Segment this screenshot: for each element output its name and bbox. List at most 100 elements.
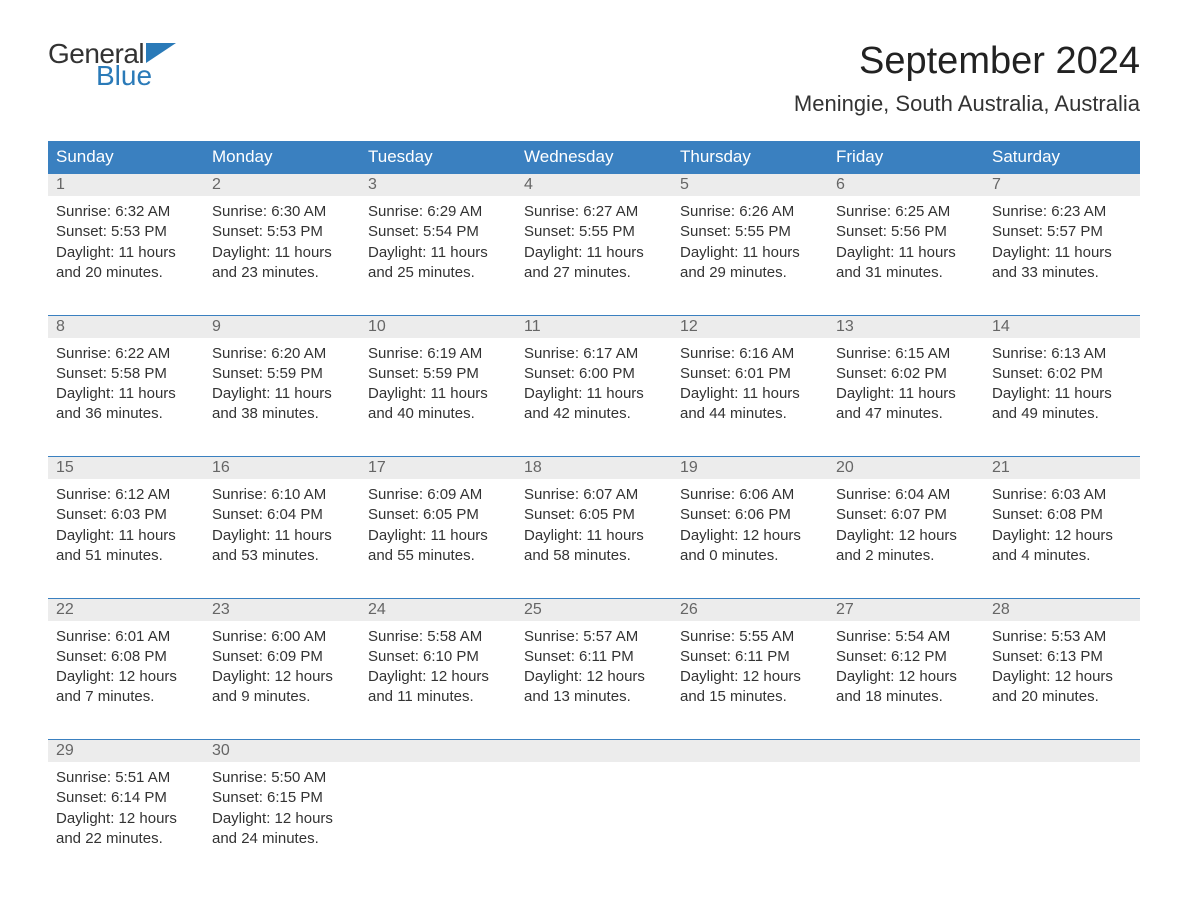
sunrise-text: Sunrise: 6:03 AM xyxy=(992,485,1132,505)
sunrise-text: Sunrise: 6:06 AM xyxy=(680,485,820,505)
sunset-text: Sunset: 6:14 PM xyxy=(56,788,196,808)
day-info: Sunrise: 6:27 AMSunset: 5:55 PMDaylight:… xyxy=(516,196,672,287)
day2-text: and 22 minutes. xyxy=(56,829,196,849)
day-number xyxy=(984,740,1140,763)
day-info: Sunrise: 6:32 AMSunset: 5:53 PMDaylight:… xyxy=(48,196,204,287)
sunset-text: Sunset: 5:55 PM xyxy=(680,222,820,242)
day1-text: Daylight: 11 hours xyxy=(680,384,820,404)
day2-text: and 47 minutes. xyxy=(836,404,976,424)
sunrise-text: Sunrise: 6:15 AM xyxy=(836,344,976,364)
day-info: Sunrise: 6:25 AMSunset: 5:56 PMDaylight:… xyxy=(828,196,984,287)
day2-text: and 58 minutes. xyxy=(524,546,664,566)
day2-text: and 7 minutes. xyxy=(56,687,196,707)
day-number: 12 xyxy=(672,315,828,338)
sunset-text: Sunset: 6:05 PM xyxy=(524,505,664,525)
day1-text: Daylight: 11 hours xyxy=(992,384,1132,404)
day-info: Sunrise: 6:13 AMSunset: 6:02 PMDaylight:… xyxy=(984,338,1140,429)
day-number: 20 xyxy=(828,457,984,480)
day2-text: and 31 minutes. xyxy=(836,263,976,283)
day2-text: and 18 minutes. xyxy=(836,687,976,707)
day-info: Sunrise: 6:17 AMSunset: 6:00 PMDaylight:… xyxy=(516,338,672,429)
day-number: 6 xyxy=(828,174,984,197)
day2-text: and 53 minutes. xyxy=(212,546,352,566)
day2-text: and 20 minutes. xyxy=(56,263,196,283)
day-number: 21 xyxy=(984,457,1140,480)
day1-text: Daylight: 11 hours xyxy=(524,243,664,263)
day-number: 26 xyxy=(672,598,828,621)
sunrise-text: Sunrise: 5:53 AM xyxy=(992,627,1132,647)
day-number: 8 xyxy=(48,315,204,338)
location: Meningie, South Australia, Australia xyxy=(794,91,1140,117)
day2-text: and 13 minutes. xyxy=(524,687,664,707)
sunset-text: Sunset: 6:15 PM xyxy=(212,788,352,808)
day-number: 5 xyxy=(672,174,828,197)
sunrise-text: Sunrise: 6:12 AM xyxy=(56,485,196,505)
day2-text: and 9 minutes. xyxy=(212,687,352,707)
sunrise-text: Sunrise: 6:26 AM xyxy=(680,202,820,222)
day-number xyxy=(516,740,672,763)
day-info xyxy=(360,762,516,853)
day-number-row: 2930 xyxy=(48,740,1140,763)
day1-text: Daylight: 11 hours xyxy=(836,384,976,404)
day2-text: and 55 minutes. xyxy=(368,546,508,566)
day-number: 29 xyxy=(48,740,204,763)
sunset-text: Sunset: 5:59 PM xyxy=(368,364,508,384)
day-info-row: Sunrise: 6:32 AM Sunset: 5:53 PM Daylight:… xyxy=(48,196,1140,287)
sunset-text: Sunset: 5:53 PM xyxy=(212,222,352,242)
day1-text: Daylight: 12 hours xyxy=(524,667,664,687)
day-header-row: Sunday Monday Tuesday Wednesday Thursday… xyxy=(48,141,1140,174)
day1-text: Daylight: 11 hours xyxy=(524,384,664,404)
sunset-text: Sunset: 6:05 PM xyxy=(368,505,508,525)
sunset-text: Sunset: 5:57 PM xyxy=(992,222,1132,242)
sunrise-text: Sunrise: 6:00 AM xyxy=(212,627,352,647)
day-info: Sunrise: 6:01 AMSunset: 6:08 PMDaylight:… xyxy=(48,621,204,712)
day-info-row: Sunrise: 6:22 AMSunset: 5:58 PMDaylight:… xyxy=(48,338,1140,429)
day-info-row: Sunrise: 6:01 AMSunset: 6:08 PMDaylight:… xyxy=(48,621,1140,712)
day1-text: Daylight: 11 hours xyxy=(368,526,508,546)
sunrise-text: Sunrise: 6:07 AM xyxy=(524,485,664,505)
day1-text: Daylight: 11 hours xyxy=(212,526,352,546)
day-header: Sunday xyxy=(48,141,204,174)
sunrise-text: Sunrise: 5:55 AM xyxy=(680,627,820,647)
day-info: Sunrise: 6:15 AMSunset: 6:02 PMDaylight:… xyxy=(828,338,984,429)
day2-text: and 38 minutes. xyxy=(212,404,352,424)
sunset-text: Sunset: 5:55 PM xyxy=(524,222,664,242)
day-info: Sunrise: 6:04 AMSunset: 6:07 PMDaylight:… xyxy=(828,479,984,570)
day-number: 1 xyxy=(48,174,204,197)
day2-text: and 2 minutes. xyxy=(836,546,976,566)
day-number: 23 xyxy=(204,598,360,621)
sunset-text: Sunset: 6:01 PM xyxy=(680,364,820,384)
sunrise-text: Sunrise: 6:09 AM xyxy=(368,485,508,505)
day-header: Wednesday xyxy=(516,141,672,174)
sunset-text: Sunset: 6:11 PM xyxy=(680,647,820,667)
sunset-text: Sunset: 6:04 PM xyxy=(212,505,352,525)
day-header: Saturday xyxy=(984,141,1140,174)
sunset-text: Sunset: 6:08 PM xyxy=(56,647,196,667)
day2-text: and 15 minutes. xyxy=(680,687,820,707)
day1-text: Daylight: 11 hours xyxy=(56,526,196,546)
day-info: Sunrise: 6:10 AMSunset: 6:04 PMDaylight:… xyxy=(204,479,360,570)
day-info: Sunrise: 6:12 AMSunset: 6:03 PMDaylight:… xyxy=(48,479,204,570)
day-header: Tuesday xyxy=(360,141,516,174)
sunset-text: Sunset: 6:00 PM xyxy=(524,364,664,384)
day-number: 28 xyxy=(984,598,1140,621)
day-number: 19 xyxy=(672,457,828,480)
day-number: 17 xyxy=(360,457,516,480)
day-number: 11 xyxy=(516,315,672,338)
sunrise-text: Sunrise: 6:16 AM xyxy=(680,344,820,364)
day1-text: Daylight: 12 hours xyxy=(680,526,820,546)
day1-text: Daylight: 11 hours xyxy=(368,384,508,404)
sunset-text: Sunset: 6:07 PM xyxy=(836,505,976,525)
day-number xyxy=(672,740,828,763)
sunrise-text: Sunrise: 6:32 AM xyxy=(56,202,196,222)
calendar-table: Sunday Monday Tuesday Wednesday Thursday… xyxy=(48,141,1140,853)
day-number: 3 xyxy=(360,174,516,197)
sunrise-text: Sunrise: 6:30 AM xyxy=(212,202,352,222)
sunrise-text: Sunrise: 6:23 AM xyxy=(992,202,1132,222)
day-number-row: 891011121314 xyxy=(48,315,1140,338)
header: General Blue September 2024 Meningie, So… xyxy=(48,40,1140,133)
day-number: 25 xyxy=(516,598,672,621)
day-header: Thursday xyxy=(672,141,828,174)
day-header: Friday xyxy=(828,141,984,174)
day-number xyxy=(828,740,984,763)
